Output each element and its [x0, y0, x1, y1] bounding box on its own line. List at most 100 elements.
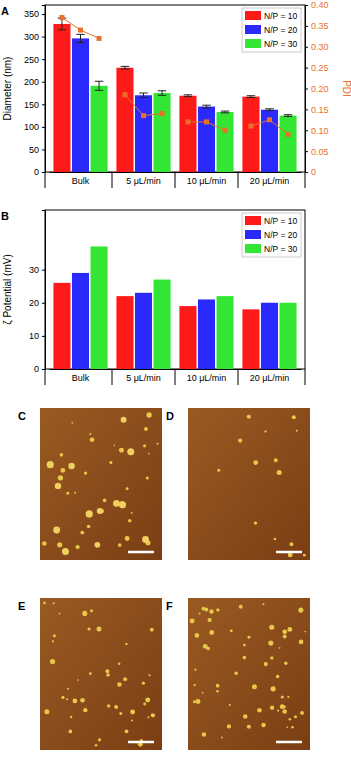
texture-dot	[148, 674, 150, 676]
y2-tick: 0.40	[305, 0, 329, 10]
texture-dot	[269, 625, 274, 630]
texture-dot	[199, 612, 201, 614]
error-bar-cap	[265, 108, 274, 109]
plot-marks	[53, 246, 296, 369]
x-tick: Bulk	[72, 369, 90, 383]
afm-image: F	[166, 598, 310, 750]
afm-image: E	[18, 598, 162, 750]
texture-dot	[131, 720, 133, 722]
texture-dot	[284, 661, 287, 664]
texture-dot	[87, 627, 90, 630]
y-tick: 150	[24, 100, 45, 110]
x-tick: 10 μL/min	[187, 172, 227, 186]
texture-dot	[72, 699, 77, 704]
y-tick-label: 150	[24, 100, 39, 110]
texture-dot	[89, 672, 92, 675]
texture-dot	[119, 448, 124, 453]
y2-tick-label: 0	[311, 167, 316, 177]
x-tick: 5 μL/min	[126, 172, 161, 186]
y-tick-label: 250	[24, 55, 39, 65]
scale-bar	[276, 741, 302, 744]
texture-dot	[194, 668, 196, 670]
pdi-line	[125, 95, 162, 116]
texture-dot	[130, 710, 135, 715]
texture-dot	[61, 468, 66, 473]
texture-dot	[243, 644, 246, 647]
texture-dot	[209, 630, 214, 635]
group-separator	[45, 172, 46, 188]
texture-dot	[47, 461, 54, 468]
texture-dot	[43, 602, 46, 605]
texture-dot	[230, 629, 233, 632]
error-bar	[184, 95, 193, 97]
bar	[116, 68, 133, 172]
afm-image: D	[166, 408, 310, 560]
error-bar-cap	[158, 90, 167, 91]
group-separator	[238, 172, 239, 188]
y-axis-title: Diameter (nm)	[2, 57, 13, 121]
error-bar	[139, 93, 148, 98]
texture-dot	[288, 553, 293, 558]
group-separator	[238, 369, 239, 385]
texture-dot	[71, 422, 73, 424]
texture-dot	[299, 640, 304, 645]
bar	[179, 306, 196, 369]
error-bar	[95, 81, 104, 90]
y-tick: 10	[29, 331, 45, 341]
error-bar-cap	[265, 110, 274, 111]
y2-tick-mark	[305, 109, 308, 110]
bar	[280, 303, 297, 369]
texture-dot	[202, 692, 204, 694]
texture-dot	[151, 713, 155, 717]
texture-dot	[95, 744, 97, 746]
texture-dot	[286, 726, 288, 728]
y2-tick-mark	[305, 5, 308, 6]
texture-dot	[80, 531, 84, 535]
y2-tick: 0	[305, 167, 316, 177]
texture-dot	[261, 723, 266, 728]
afm-image: C	[18, 408, 162, 560]
y-tick: 50	[29, 145, 45, 155]
y-axis: 050100150200250300350	[24, 6, 46, 178]
texture-dot	[148, 453, 150, 455]
texture-dot	[274, 458, 278, 462]
chart-1: 0102030Bulk5 μL/min10 μL/min20 μL/minζ P…	[1, 210, 305, 385]
error-bar	[202, 105, 211, 108]
texture-dot	[119, 712, 122, 715]
texture-dot	[229, 704, 231, 706]
texture-dot	[196, 699, 201, 704]
y-tick: 100	[24, 122, 45, 132]
legend-label: N/P = 10	[264, 11, 297, 21]
y2-tick-mark	[305, 151, 308, 152]
texture-dot	[282, 709, 287, 714]
texture-dot	[128, 519, 132, 523]
pdi-marker	[59, 15, 64, 20]
error-bar-cap	[247, 97, 256, 98]
legend-label: N/P = 30	[264, 39, 297, 49]
pdi-marker	[267, 117, 272, 122]
y-tick: 0	[34, 364, 45, 374]
texture-dot	[247, 415, 251, 419]
error-bar-cap	[284, 114, 293, 115]
texture-dot	[61, 696, 64, 699]
error-bar-cap	[247, 95, 256, 96]
texture-dot	[60, 453, 64, 457]
bar	[53, 283, 70, 369]
error-bar-cap	[58, 29, 67, 30]
y2-tick-label: 0.15	[311, 105, 329, 115]
legend-swatch	[245, 39, 261, 48]
bar	[154, 280, 171, 369]
texture-dot	[276, 675, 280, 679]
texture-dot	[253, 460, 258, 465]
bar	[91, 246, 108, 369]
y-tick-label: 200	[24, 77, 39, 87]
bar	[198, 299, 215, 369]
y2-tick-label: 0.20	[311, 84, 329, 94]
x-tick-label: Bulk	[72, 176, 90, 186]
texture-dot	[62, 548, 69, 555]
legend-swatch	[245, 230, 261, 239]
texture-dot	[239, 605, 243, 609]
texture-dot	[117, 682, 121, 686]
y-tick-label: 30	[29, 265, 39, 275]
texture-dot	[114, 445, 116, 447]
